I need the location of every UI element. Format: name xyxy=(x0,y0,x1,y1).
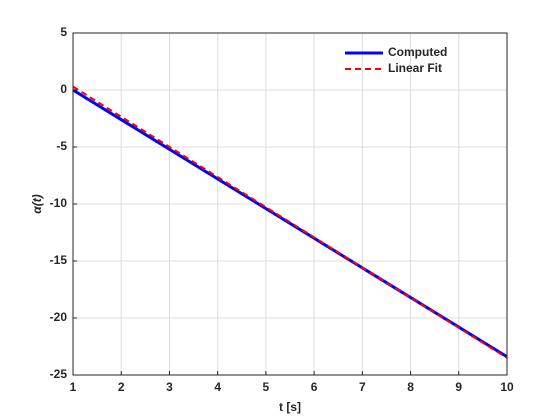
x-tick-label: 9 xyxy=(455,380,462,394)
y-tick-label: -10 xyxy=(50,196,68,210)
y-tick-label: 5 xyxy=(60,25,67,39)
y-tick-label: -20 xyxy=(50,310,68,324)
data-line xyxy=(72,85,508,359)
legend-label: Computed xyxy=(388,45,447,59)
x-tick-label: 5 xyxy=(263,380,270,394)
x-tick-label: 2 xyxy=(118,380,125,394)
x-tick-label: 4 xyxy=(214,380,221,394)
x-tick-label: 7 xyxy=(359,380,366,394)
y-axis-label: α(t) xyxy=(30,194,44,213)
y-tick-label: -25 xyxy=(50,367,68,381)
x-tick-label: 3 xyxy=(166,380,173,394)
legend-label: Linear Fit xyxy=(388,61,442,75)
y-tick-label: 0 xyxy=(60,82,67,96)
x-tick-label: 1 xyxy=(70,380,77,394)
x-axis-label: t [s] xyxy=(279,400,301,414)
x-tick-label: 10 xyxy=(500,380,514,394)
y-tick-label: -5 xyxy=(56,139,67,153)
data-line xyxy=(72,88,508,359)
y-tick-label: -15 xyxy=(50,253,68,267)
x-tick-label: 8 xyxy=(407,380,414,394)
x-tick-label: 6 xyxy=(311,380,318,394)
